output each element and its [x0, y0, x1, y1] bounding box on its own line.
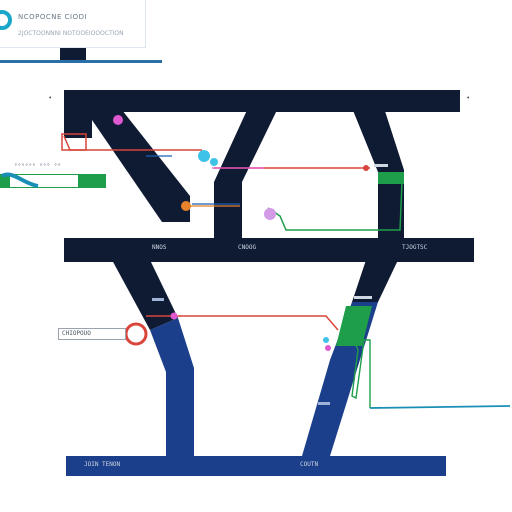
cyan-node-right — [323, 337, 329, 343]
mid-bar-label-center: CNOOG — [238, 244, 257, 251]
lower-callout-box: CHIOPOUO — [58, 328, 126, 340]
header-panel: NCOPOCNE CIODI 2JOCTOONNNI NOTOOEIOOOCTI… — [0, 0, 146, 48]
left-callout-box — [61, 133, 87, 151]
pink-node-mid — [170, 312, 178, 320]
strut-label-2 — [354, 296, 372, 299]
right-green-block — [378, 172, 404, 184]
lower-left-strut-top — [112, 260, 178, 330]
cyan-node — [198, 150, 210, 162]
pin-marker-icon-right: ◂ — [466, 94, 470, 101]
strut-label-4 — [152, 298, 164, 301]
left-teal-swoosh — [0, 172, 39, 188]
middle-bar — [64, 238, 474, 262]
mid-bar-label-left: NNOS — [152, 244, 167, 251]
pink-node-right — [325, 345, 331, 351]
pin-marker-icon: ◂ — [48, 94, 52, 101]
strut-label-3 — [318, 402, 330, 405]
left-callout-text: °°°°°° °°° °° — [14, 163, 61, 170]
logo-ring-icon — [0, 10, 12, 30]
bottom-bar-label-left: JOIN TENON — [84, 461, 121, 468]
green-curve-upper — [267, 181, 403, 231]
orange-node — [181, 201, 191, 211]
green-segment — [336, 306, 372, 346]
top-bar — [64, 90, 460, 112]
strut-label-1 — [374, 164, 388, 167]
lilac-node — [264, 208, 276, 220]
header-underline — [0, 60, 162, 63]
red-line-lower — [146, 315, 339, 331]
header-title: NCOPOCNE CIODI — [18, 13, 88, 21]
bottom-bar — [66, 456, 446, 476]
left-upper-post — [64, 108, 92, 138]
green-curve-lower — [351, 335, 371, 408]
teal-line-lower — [369, 405, 511, 409]
red-ring-node — [124, 322, 148, 346]
mid-bar-label-right: TJOGTSC — [402, 244, 428, 251]
header-stem — [60, 48, 86, 62]
left-upper-strut — [92, 110, 190, 222]
lower-right-strut-top — [352, 260, 398, 302]
bottom-bar-label-center: COUTN — [300, 461, 319, 468]
cyan-node-small — [210, 158, 218, 166]
pink-node-top — [113, 115, 123, 125]
header-subtitle: 2JOCTOONNNI NOTOOEIOOOCTION — [18, 30, 124, 37]
red-node — [363, 165, 369, 171]
lower-left-strut — [150, 318, 194, 456]
